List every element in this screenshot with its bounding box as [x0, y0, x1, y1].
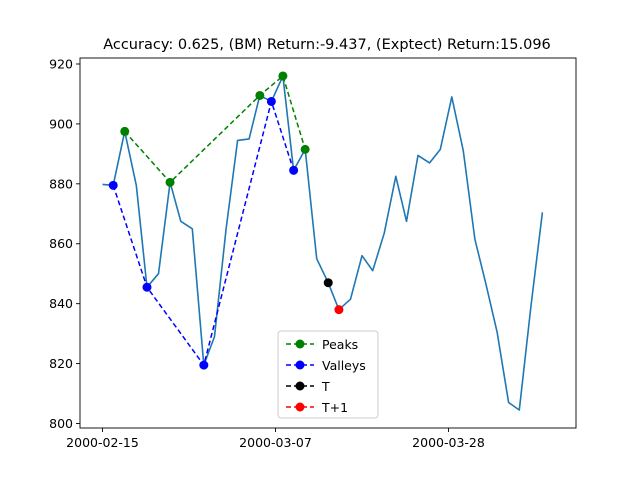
y-tick-label: 820: [49, 356, 73, 371]
y-tick-label: 840: [49, 296, 73, 311]
legend-t-marker: [295, 381, 305, 391]
peak-point: [255, 90, 265, 100]
legend-entry-peaks: Peaks: [286, 337, 358, 352]
peak-point: [165, 177, 175, 187]
peak-point: [300, 144, 310, 154]
y-tick-label: 880: [49, 176, 73, 191]
x-tick-label: 2000-03-28: [412, 435, 485, 450]
plot-area: 800 820 840 860 880 900 920 2000-02-15 2000-03-…: [49, 56, 577, 450]
legend-box: [277, 330, 379, 419]
valley-point: [199, 360, 209, 370]
x-tick-label: 2000-03-07: [239, 435, 312, 450]
legend-entry-valleys: Valleys: [286, 358, 366, 373]
y-tick-label: 920: [49, 56, 73, 71]
legend-peaks-label: Peaks: [322, 337, 358, 352]
legend-valleys-marker: [295, 360, 305, 370]
x-tick-label: 2000-02-15: [66, 435, 139, 450]
legend-t-label: T: [321, 379, 330, 394]
valley-point: [266, 96, 276, 106]
x-axis: 2000-02-15 2000-03-07 2000-03-28: [66, 428, 485, 450]
y-tick-label: 800: [49, 416, 73, 431]
legend-entry-t1: T+1: [286, 400, 348, 415]
t1-point: [334, 305, 344, 315]
axes-frame: [79, 57, 577, 429]
valley-point: [142, 282, 152, 292]
chart-title: Accuracy: 0.625, (BM) Return:-9.437, (Ex…: [103, 37, 551, 53]
legend-t1-label: T+1: [321, 400, 348, 415]
legend: Peaks Valleys T T+1: [277, 330, 379, 419]
t-point: [323, 278, 333, 288]
valley-point: [289, 165, 299, 175]
valley-point: [108, 180, 118, 190]
price-line: [102, 75, 544, 411]
peak-point: [278, 71, 288, 81]
series-layer: [102, 71, 544, 411]
legend-entry-t: T: [286, 379, 330, 394]
y-tick-label: 900: [49, 116, 73, 131]
legend-peaks-marker: [295, 339, 305, 349]
legend-t1-marker: [295, 402, 305, 412]
peak-point: [120, 126, 130, 136]
y-tick-label: 860: [49, 236, 73, 251]
legend-valleys-label: Valleys: [322, 358, 366, 373]
y-axis: 800 820 840 860 880 900 920: [49, 56, 80, 431]
